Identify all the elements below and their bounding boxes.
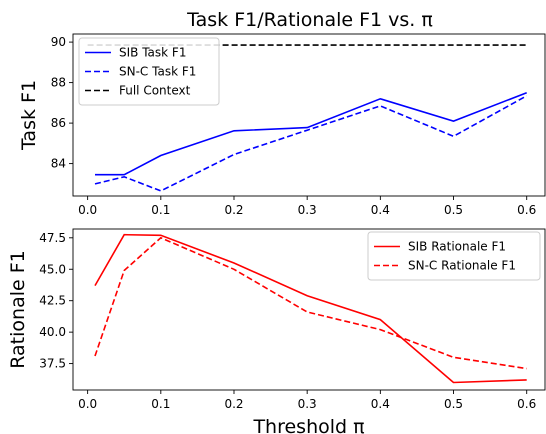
x-tick-label: 0.1 bbox=[151, 397, 170, 411]
legend-label: SN-C Task F1 bbox=[119, 65, 196, 79]
series-line-sib-task-f1 bbox=[95, 91, 527, 176]
x-tick-label: 0.3 bbox=[298, 203, 317, 217]
x-tick-label: 0.4 bbox=[371, 203, 390, 217]
x-tick-label: 0.6 bbox=[517, 397, 536, 411]
y-tick-label: 90 bbox=[51, 35, 66, 49]
y-axis-label: Rationale F1 bbox=[7, 250, 29, 369]
y-tick-label: 47.5 bbox=[39, 231, 66, 245]
series-line-sib-rationale-f1 bbox=[94, 233, 527, 384]
x-tick-label: 0.3 bbox=[298, 397, 317, 411]
x-tick-label: 0.2 bbox=[224, 203, 243, 217]
y-tick-label: 40.0 bbox=[39, 325, 66, 339]
y-tick-label: 84 bbox=[51, 157, 66, 171]
y-tick-label: 37.5 bbox=[39, 357, 66, 371]
legend-label: Full Context bbox=[119, 84, 191, 98]
y-tick-label: 42.5 bbox=[39, 294, 66, 308]
legend-box bbox=[367, 231, 541, 281]
rationale-f1-panel: 0.0 0.1 0.2 0.3 0.4 0.5 0.6 37.5 40.0 42.5 45.0 47.… bbox=[7, 228, 546, 434]
x-tick-label: 0.0 bbox=[78, 203, 97, 217]
x-tick-label: 0.5 bbox=[444, 397, 463, 411]
chart-title: Task F1/Rationale F1 vs. π bbox=[186, 9, 433, 31]
legend-box bbox=[78, 37, 220, 106]
x-tick-label: 0.0 bbox=[78, 397, 97, 411]
y-axis-label: Task F1 bbox=[18, 80, 40, 151]
x-tick-label: 0.4 bbox=[371, 397, 390, 411]
x-tick-label: 0.5 bbox=[444, 203, 463, 217]
series-line-sn-c-task-f1 bbox=[94, 95, 528, 192]
x-tick-label: 0.6 bbox=[517, 203, 536, 217]
x-axis-label: Threshold π bbox=[252, 416, 364, 434]
y-tick-label: 86 bbox=[51, 116, 66, 130]
legend-label: SIB Rationale F1 bbox=[408, 240, 506, 254]
series-line-sn-c-rationale-f1 bbox=[94, 236, 527, 370]
axes-frame bbox=[72, 228, 546, 391]
legend-label: SN-C Rationale F1 bbox=[408, 259, 516, 273]
axes-frame bbox=[72, 33, 546, 197]
x-tick-label: 0.1 bbox=[151, 203, 170, 217]
legend-label: SIB Task F1 bbox=[119, 46, 186, 60]
y-tick-label: 45.0 bbox=[39, 262, 66, 276]
x-tick-label: 0.2 bbox=[224, 397, 243, 411]
task-f1-panel: 0.0 0.1 0.2 0.3 0.4 0.5 0.6 84 86 88 90 Task F1 SIB … bbox=[18, 33, 546, 217]
y-tick-label: 88 bbox=[51, 76, 66, 90]
